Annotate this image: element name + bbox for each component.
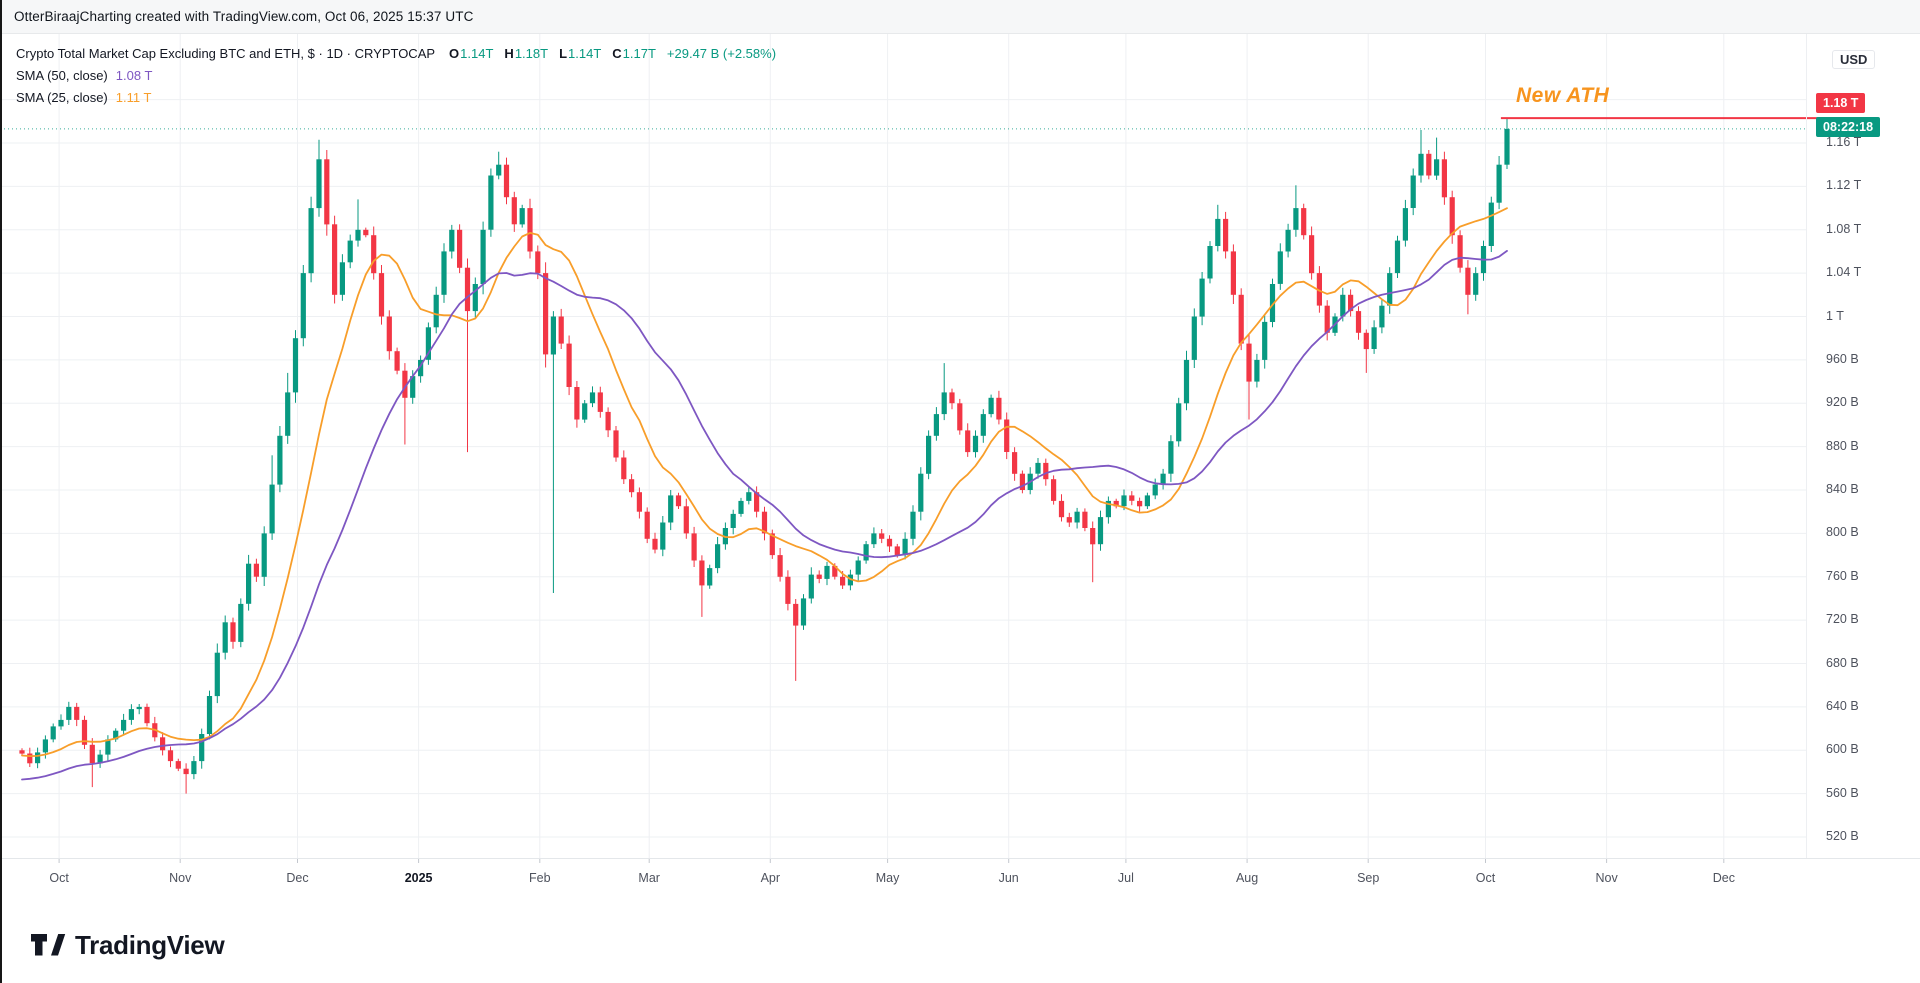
time-axis-label: Feb	[528, 871, 551, 885]
price-axis-label: 600 B	[1826, 742, 1859, 757]
bar-countdown-badge: 08:22:18	[1816, 117, 1881, 137]
low-value: L1.14T	[559, 45, 602, 61]
sma25-value: 1.11 T	[115, 89, 152, 105]
price-axis-label: 1.12 T	[1826, 178, 1862, 193]
legend-sma50-row[interactable]: SMA (50, close) 1.08 T	[16, 64, 776, 86]
price-axis-label: 560 B	[1826, 785, 1859, 800]
time-axis-label: Jun	[998, 871, 1019, 885]
time-axis-label: Dec	[286, 871, 309, 885]
legend-sma25-row[interactable]: SMA (25, close) 1.11 T	[16, 86, 776, 108]
price-axis-label: 840 B	[1826, 482, 1859, 496]
time-axis-label: Oct	[49, 871, 69, 885]
price-axis-label: 680 B	[1826, 655, 1859, 670]
time-axis-label: Jul	[1117, 871, 1134, 885]
attribution-text: OtterBiraajCharting created with Trading…	[14, 9, 474, 24]
time-axis-label: May	[875, 871, 900, 885]
price-axis-label: 800 B	[1826, 525, 1859, 540]
symbol-title: Crypto Total Market Cap Excluding BTC an…	[16, 45, 436, 61]
legend-symbol-row[interactable]: Crypto Total Market Cap Excluding BTC an…	[16, 42, 776, 64]
time-axis-label: Nov	[1595, 871, 1618, 885]
time-axis-label: Mar	[638, 871, 660, 885]
price-axis-label: 1.04 T	[1826, 265, 1862, 280]
price-axis-label: 1.16 T	[1826, 135, 1862, 149]
time-axis-label: Sep	[1357, 871, 1380, 885]
high-value: H1.18T	[504, 45, 549, 61]
currency-selector[interactable]: USD	[1832, 50, 1876, 69]
price-axis-label: 920 B	[1826, 395, 1859, 410]
new-ath-annotation[interactable]: New ATH	[1516, 84, 1610, 107]
time-axis-label: Apr	[760, 871, 781, 885]
close-value: C1.17T	[612, 45, 656, 61]
time-axis-label: Nov	[169, 871, 192, 885]
time-axis-label: Dec	[1712, 871, 1735, 885]
price-axis-label: 1.08 T	[1826, 221, 1862, 236]
price-axis[interactable]: 1.16 T 1.12 T 1.08 T 1.04 T 1 T 960 B 920 B 880…	[1806, 33, 1920, 858]
price-axis-label: 520 B	[1826, 829, 1859, 844]
change-value: +29.47 B (+2.58%)	[666, 45, 777, 61]
sma50-label: SMA (50, close)	[16, 67, 108, 83]
sma25-label: SMA (25, close)	[16, 89, 108, 105]
window-edge	[0, 0, 2, 983]
ath-price-badge: 1.18 T	[1816, 93, 1866, 113]
time-axis-label: Oct	[1475, 871, 1496, 885]
price-axis-label: 640 B	[1826, 698, 1859, 713]
tradingview-logo-text: TradingView	[75, 930, 225, 960]
price-axis-label: 760 B	[1826, 568, 1859, 583]
open-value: O1.14T	[449, 45, 494, 61]
time-axis-label: 2025	[404, 871, 433, 885]
attribution-bar: OtterBiraajCharting created with Trading…	[0, 0, 1920, 34]
price-axis-label: 720 B	[1826, 612, 1859, 627]
time-axis[interactable]: Oct Nov Dec 2025 Feb Mar Apr May Jun Jul Aug Sep Oct…	[0, 858, 1920, 890]
tradingview-logo-icon	[31, 933, 66, 955]
time-axis-label: Aug	[1235, 871, 1259, 885]
chart-legend: Crypto Total Market Cap Excluding BTC an…	[16, 42, 776, 108]
price-axis-label: 960 B	[1826, 351, 1859, 366]
sma50-value: 1.08 T	[115, 67, 153, 83]
price-axis-label: 880 B	[1826, 438, 1859, 453]
tradingview-logo[interactable]: TradingView	[30, 930, 225, 961]
price-axis-label: 1 T	[1826, 308, 1844, 323]
